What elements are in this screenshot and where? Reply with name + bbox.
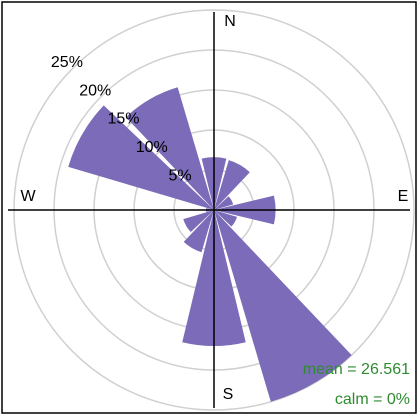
sector <box>214 160 250 210</box>
sector <box>125 87 214 210</box>
sectors <box>68 87 352 402</box>
r-tick-label: 15% <box>107 111 139 128</box>
direction-label: W <box>20 188 36 205</box>
direction-label: N <box>224 13 236 30</box>
axes: N E S W 5%10% 15% 20% 25% mean = 26.561 calm = 0% <box>8 12 410 408</box>
annotation: calm = 0% <box>335 391 410 408</box>
sector <box>214 210 352 402</box>
frame <box>1 1 417 414</box>
r-tick-label: 10% <box>136 139 168 156</box>
r-tick-label: 20% <box>79 82 111 99</box>
sector <box>183 210 214 233</box>
r-tick-label: 25% <box>51 54 83 71</box>
sector <box>214 210 238 227</box>
sector <box>183 210 214 253</box>
sector <box>68 105 214 210</box>
r-tick-label: 5% <box>168 167 191 184</box>
direction-label: E <box>398 188 409 205</box>
annotation: mean = 26.561 <box>303 361 410 378</box>
direction-label: S <box>223 386 234 403</box>
sector <box>214 196 234 210</box>
